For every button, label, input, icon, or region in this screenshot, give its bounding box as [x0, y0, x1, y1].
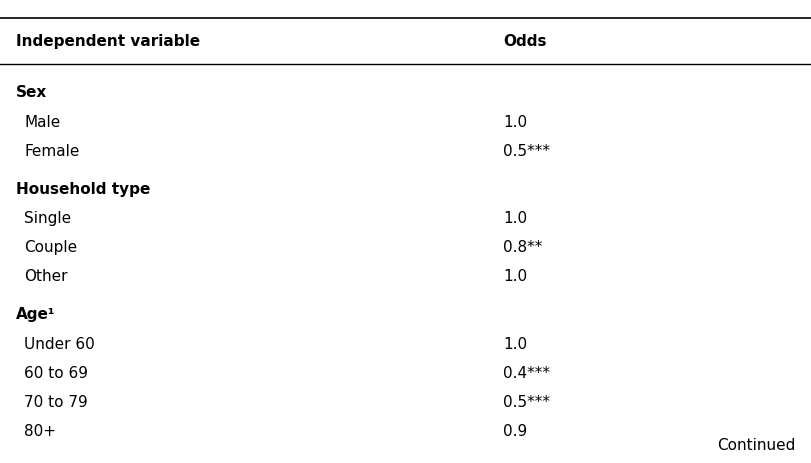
Text: 70 to 79: 70 to 79	[24, 394, 88, 409]
Text: Household type: Household type	[16, 181, 150, 196]
Text: Age¹: Age¹	[16, 307, 56, 322]
Text: 1.0: 1.0	[503, 269, 527, 284]
Text: Under 60: Under 60	[24, 336, 95, 351]
Text: Continued: Continued	[716, 437, 795, 452]
Text: Independent variable: Independent variable	[16, 34, 200, 49]
Text: 0.5***: 0.5***	[503, 144, 550, 158]
Text: 1.0: 1.0	[503, 211, 527, 225]
Text: 1.0: 1.0	[503, 336, 527, 351]
Text: Couple: Couple	[24, 240, 77, 255]
Text: 0.8**: 0.8**	[503, 240, 542, 255]
Text: 80+: 80+	[24, 424, 56, 438]
Text: Sex: Sex	[16, 85, 47, 100]
Text: 1.0: 1.0	[503, 114, 527, 129]
Text: Female: Female	[24, 144, 79, 158]
Text: 0.9: 0.9	[503, 424, 527, 438]
Text: Single: Single	[24, 211, 71, 225]
Text: Male: Male	[24, 114, 61, 129]
Text: Odds: Odds	[503, 34, 547, 49]
Text: Other: Other	[24, 269, 68, 284]
Text: 0.5***: 0.5***	[503, 394, 550, 409]
Text: 60 to 69: 60 to 69	[24, 365, 88, 380]
Text: 0.4***: 0.4***	[503, 365, 550, 380]
